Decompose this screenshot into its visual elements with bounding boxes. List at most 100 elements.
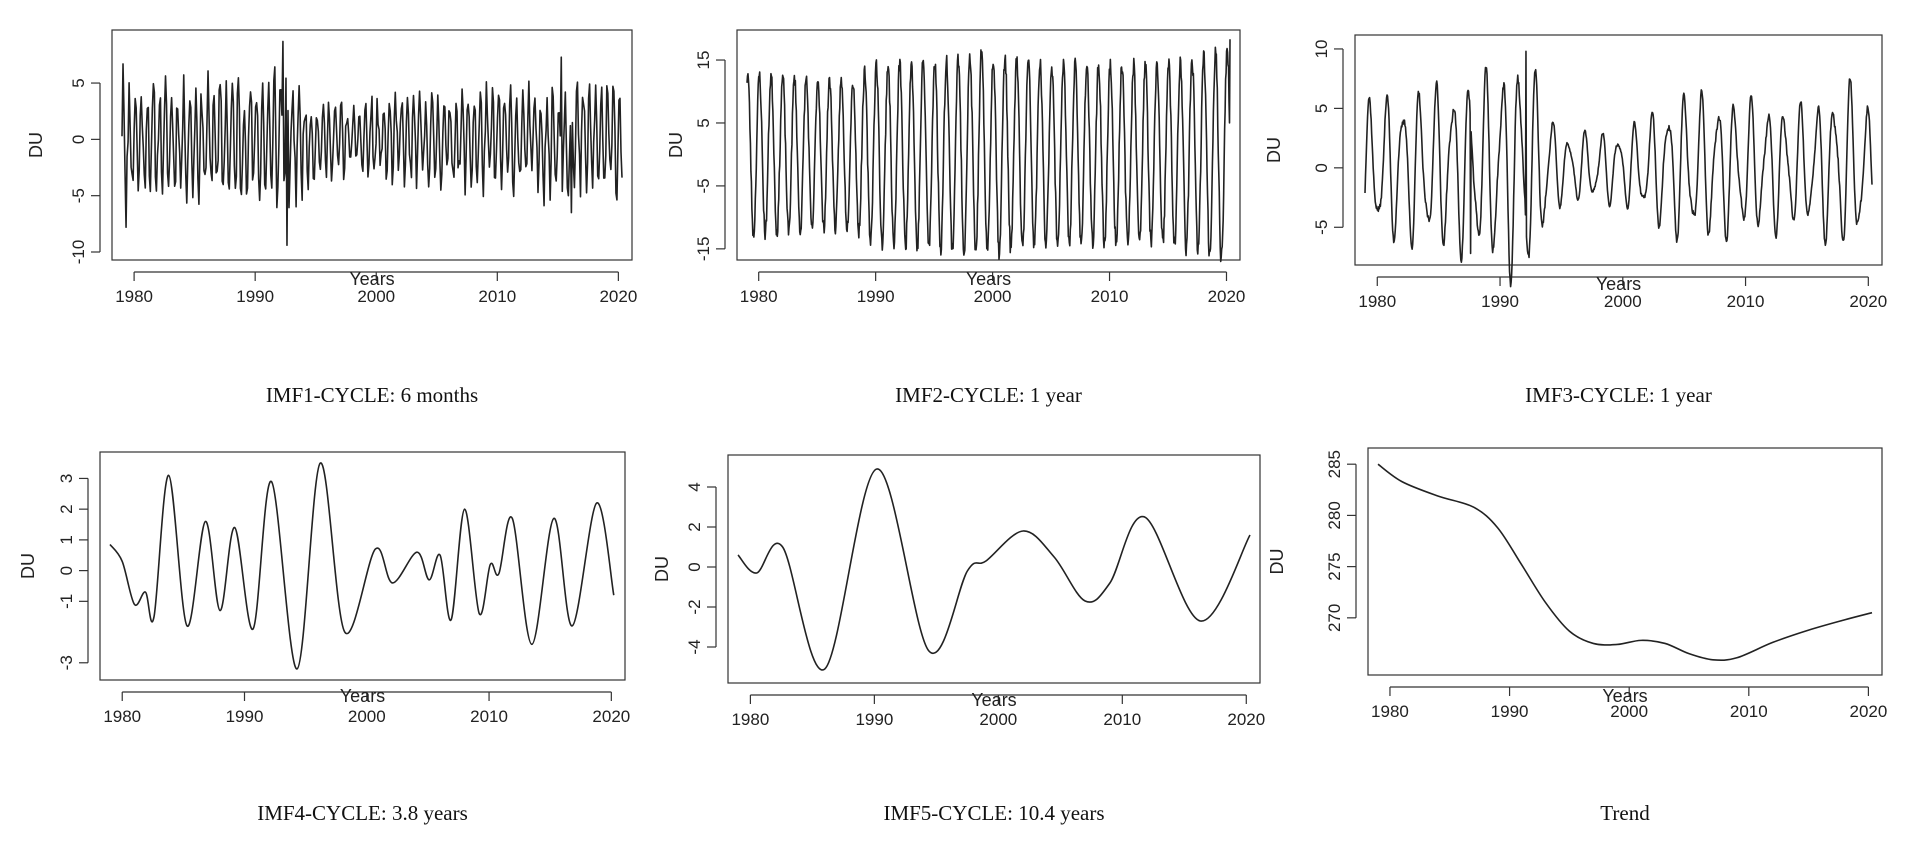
series-line [1364,50,1873,288]
chart-caption: IMF5-CYCLE: 10.4 years [883,801,1104,825]
chart-caption: IMF3-CYCLE: 1 year [1525,383,1712,407]
x-axis-title: Years [1602,686,1647,706]
x-tick-label: 1980 [115,287,153,306]
y-tick-label: 0 [57,566,76,575]
series-line [737,468,1251,671]
x-tick-label: 1990 [226,707,264,726]
chart-caption: IMF2-CYCLE: 1 year [895,383,1082,407]
x-axis-title: Years [349,269,394,289]
y-tick-label: 0 [69,135,88,144]
x-tick-label: 2010 [1103,710,1141,729]
y-axis-title: DU [666,132,686,158]
y-tick-label: -1 [57,594,76,609]
y-tick-label: -3 [57,655,76,670]
x-axis: 1980 1990 2000 2010 2020 [115,271,637,306]
plot-frame [727,454,1261,684]
x-tick-label: 2000 [979,710,1017,729]
y-axis: -3 -1 0 1 2 3 [57,474,89,670]
chart-caption: IMF4-CYCLE: 3.8 years [257,801,468,825]
x-tick-label: 2020 [1849,292,1887,311]
y-tick-label: 275 [1325,552,1344,580]
y-axis: -5 0 5 10 [1312,39,1344,235]
plot-frame [736,29,1241,261]
y-tick-label: -2 [685,599,704,614]
x-tick-label: 2020 [599,287,637,306]
y-axis-title: DU [26,132,46,158]
y-tick-label: 0 [685,562,704,571]
chart-panel-6: 1980 1990 2000 2010 2020 270 275 280 285 Years DU T… [1267,447,1887,825]
y-tick-label: 2 [685,522,704,531]
x-tick-label: 2000 [1610,702,1648,721]
y-tick-label: 15 [694,51,713,70]
y-axis: -15 -5 5 15 [694,51,726,262]
chart-panel-4: 1980 1990 2000 2010 2020 -3 -1 0 1 2 3 Years DU IMF4-… [18,451,630,825]
x-axis-title: Years [340,686,385,706]
x-tick-label: 2020 [1849,702,1887,721]
x-axis: 1980 1990 2000 2010 2020 [740,271,1246,306]
series-line [1377,463,1873,662]
x-tick-label: 2000 [348,707,386,726]
x-tick-label: 1980 [1371,702,1409,721]
y-axis-title: DU [652,556,672,582]
x-tick-label: 1990 [1491,702,1529,721]
x-tick-label: 1980 [731,710,769,729]
x-tick-label: 1980 [103,707,141,726]
y-tick-label: -5 [69,188,88,203]
y-axis-title: DU [18,553,38,579]
x-tick-label: 1980 [740,287,778,306]
x-tick-label: 2020 [1227,710,1265,729]
x-axis-title: Years [1596,274,1641,294]
x-tick-label: 1990 [236,287,274,306]
plot-frame [111,29,633,261]
y-tick-label: 3 [57,474,76,483]
x-tick-label: 2000 [1604,292,1642,311]
x-tick-label: 1990 [857,287,895,306]
x-tick-label: 2010 [478,287,516,306]
y-tick-label: -10 [69,240,88,265]
x-axis: 1980 1990 2000 2010 2020 [103,691,630,726]
x-tick-label: 2000 [357,287,395,306]
panel-grid: 1980 1990 2000 2010 2020-10-505YearsDUIMF1-C… [18,29,1887,825]
y-tick-label: 280 [1325,501,1344,529]
y-tick-label: -5 [694,178,713,193]
x-tick-label: 1990 [855,710,893,729]
x-tick-label: 2000 [974,287,1012,306]
chart-panel-2: 1980 1990 2000 2010 2020 -15 -5 5 15 Years DU IMF2-… [666,29,1246,407]
chart-panel-5: 1980 1990 2000 2010 2020 -4 -2 0 2 4 Years DU IMF5-C… [652,454,1265,825]
y-axis-title: DU [1267,549,1287,575]
x-tick-label: 1990 [1481,292,1519,311]
plot-frame [1354,34,1883,266]
x-tick-label: 2010 [1730,702,1768,721]
x-tick-label: 1980 [1358,292,1396,311]
y-tick-label: 285 [1325,450,1344,478]
x-axis: 1980 1990 2000 2010 2020 [1358,276,1887,311]
y-tick-label: 0 [1312,163,1331,172]
y-tick-label: 2 [57,504,76,513]
series-line [109,462,615,670]
x-tick-label: 2010 [470,707,508,726]
y-tick-label: 10 [1312,39,1331,58]
chart-panel-3: 1980 1990 2000 2010 2020 -5 0 5 10 Years DU IMF3-CY… [1264,34,1887,407]
y-tick-label: -5 [1312,220,1331,235]
x-axis-title: Years [971,690,1016,710]
y-tick-label: -4 [685,639,704,654]
x-axis: 1980 1990 2000 2010 2020 [731,694,1265,729]
y-tick-label: 4 [685,482,704,491]
series-line [746,39,1231,263]
series-line [121,40,623,247]
y-tick-label: 5 [1312,104,1331,113]
x-axis-title: Years [966,269,1011,289]
x-tick-label: 2010 [1727,292,1765,311]
y-tick-label: 270 [1325,604,1344,632]
x-tick-label: 2020 [1208,287,1246,306]
chart-caption: Trend [1600,801,1650,825]
y-tick-label: -15 [694,237,713,262]
y-tick-label: 1 [57,535,76,544]
plot-frame [1367,447,1883,676]
y-tick-label: 5 [694,118,713,127]
chart-caption: IMF1-CYCLE: 6 months [266,383,478,407]
y-axis: 270 275 280 285 [1325,450,1357,632]
y-axis: -10 -5 0 5 [69,78,101,265]
y-tick-label: 5 [69,78,88,87]
